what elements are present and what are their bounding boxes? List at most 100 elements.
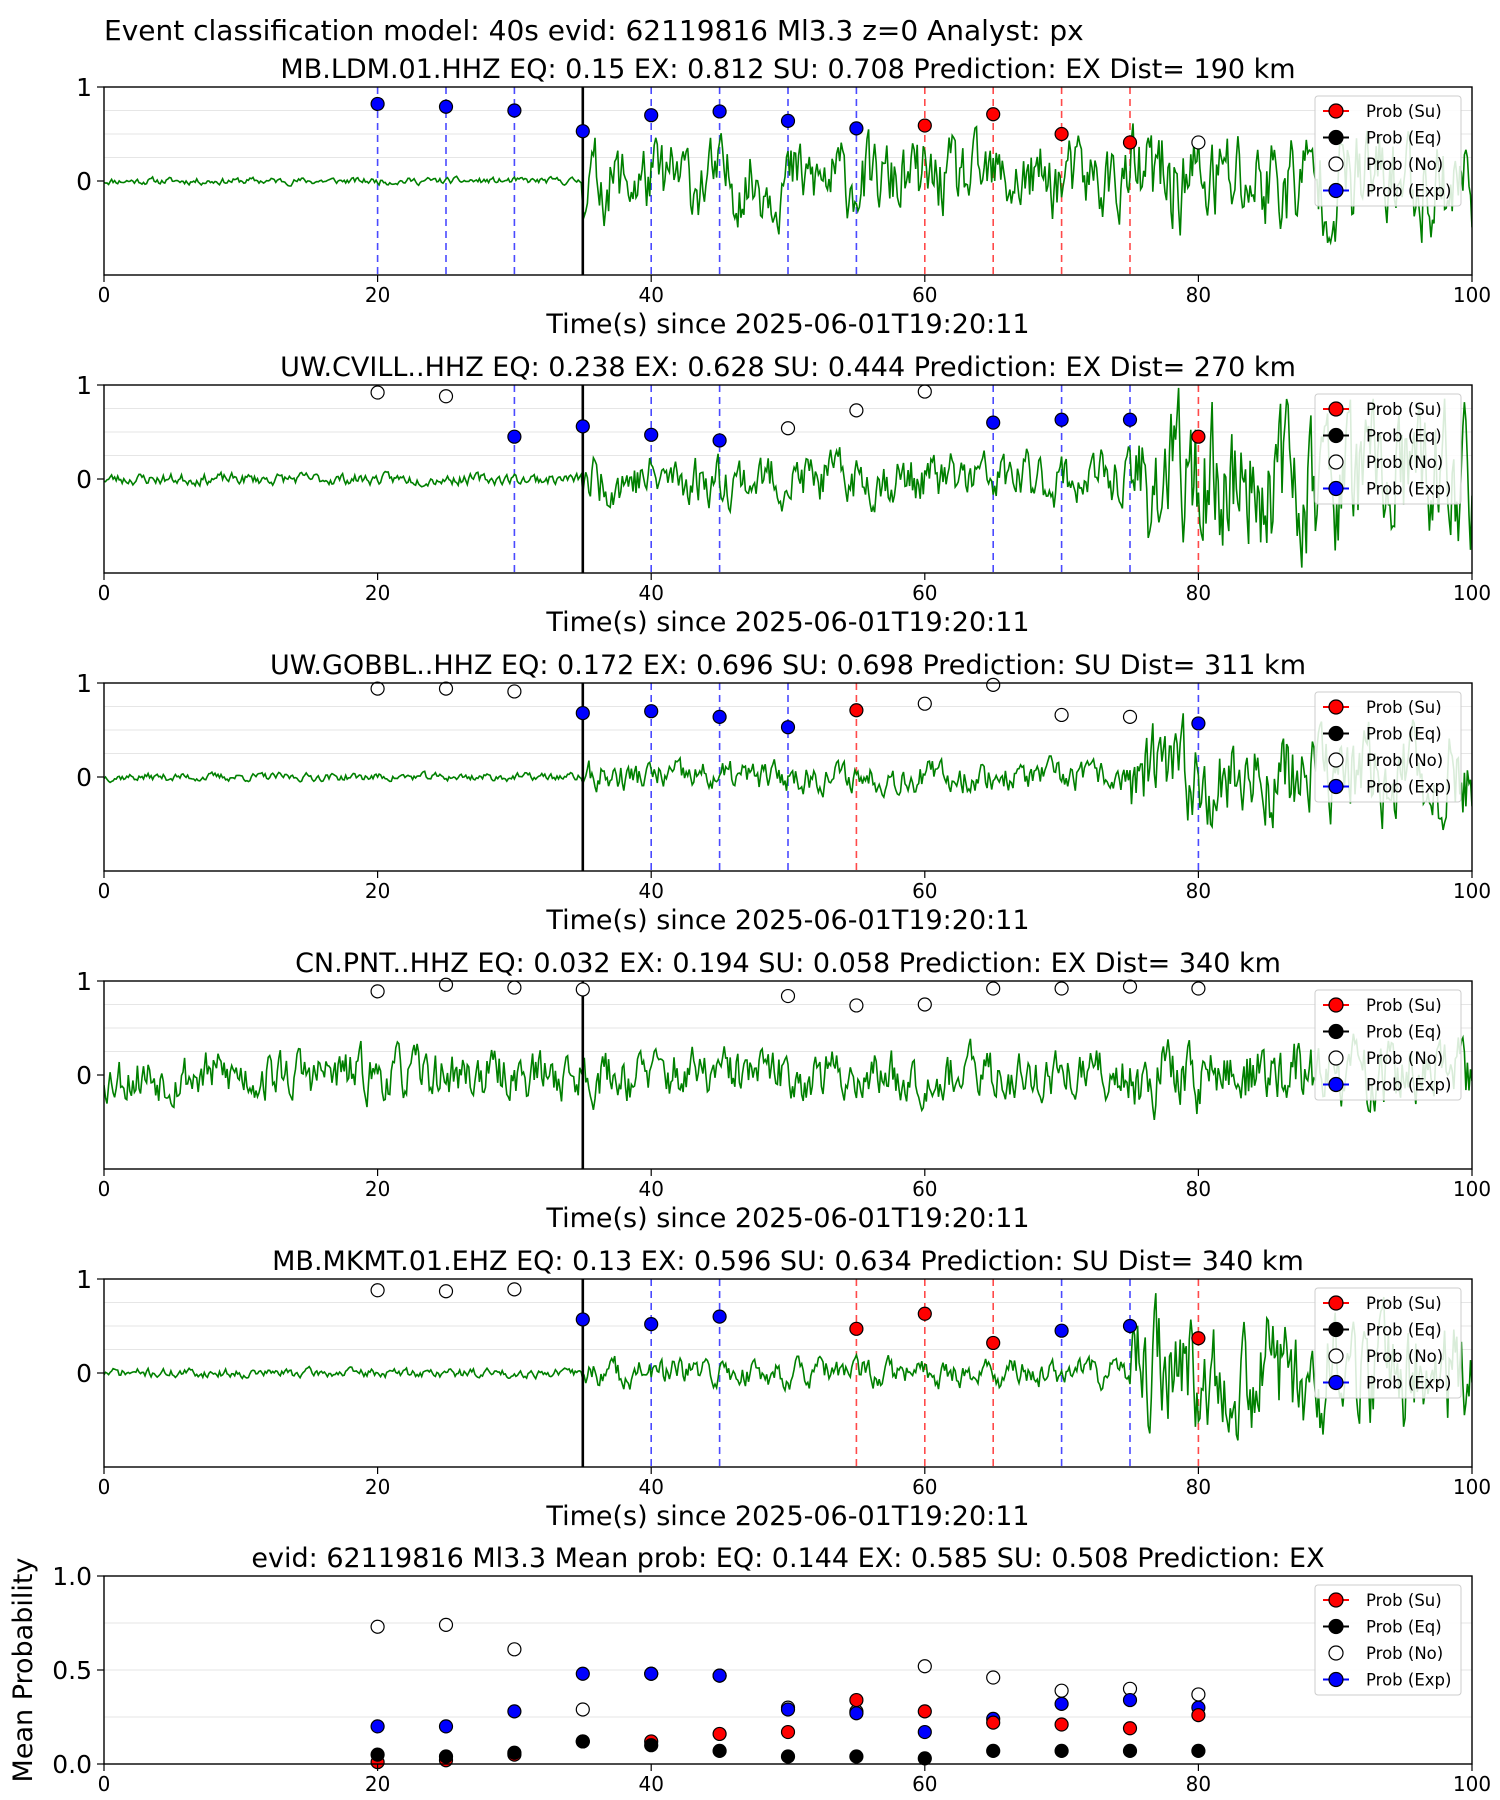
prob-point-su xyxy=(849,703,864,718)
mean-prob-point-exp xyxy=(644,1666,659,1681)
prob-point-no xyxy=(1054,707,1069,723)
prob-point-exp xyxy=(370,96,385,112)
prob-point-exp xyxy=(1054,412,1069,427)
x-tick-label: 100 xyxy=(1453,1772,1491,1796)
legend: Prob (Su) Prob (Eq) Prob (No) Prob (Exp) xyxy=(1314,691,1462,803)
panel-title: evid: 62119816 Ml3.3 Mean prob: EQ: 0.14… xyxy=(251,1543,1324,1574)
prob-point-exp xyxy=(780,113,796,128)
mean-prob-point-su xyxy=(1191,1708,1206,1723)
legend-marker-no xyxy=(1328,1050,1344,1066)
legend-label: Prob (Exp) xyxy=(1366,1076,1451,1095)
legend-marker-no xyxy=(1328,156,1344,172)
x-axis-label: Time(s) since 2025-06-01T19:20:11 xyxy=(545,309,1029,340)
prob-point-su xyxy=(1191,429,1206,444)
waveform xyxy=(104,387,1472,568)
mean-prob-point-exp xyxy=(507,1704,522,1719)
mean-prob-point-exp xyxy=(575,1666,590,1681)
prob-point-exp xyxy=(575,705,590,721)
y-tick-label: 0 xyxy=(76,1359,92,1388)
mean-prob-point-eq xyxy=(712,1743,727,1758)
mean-prob-point-exp xyxy=(1054,1696,1069,1711)
legend-marker-su xyxy=(1328,1295,1344,1311)
y-tick-label: 1.0 xyxy=(52,1562,92,1591)
x-tick-label: 40 xyxy=(638,879,663,903)
prob-point-no xyxy=(780,421,796,436)
legend-label: Prob (Exp) xyxy=(1366,182,1451,201)
prob-point-no xyxy=(507,1282,522,1297)
panels: MB.LDM.01.HHZ EQ: 0.15 EX: 0.812 SU: 0.7… xyxy=(8,54,1491,1796)
prob-point-no xyxy=(507,980,522,995)
panel-title: UW.GOBBL..HHZ EQ: 0.172 EX: 0.696 SU: 0.… xyxy=(270,650,1306,681)
x-tick-label: 80 xyxy=(1186,1475,1211,1499)
x-tick-label: 80 xyxy=(1186,879,1211,903)
x-axis-label: Time(s) since 2025-06-01T19:20:11 xyxy=(545,1203,1029,1234)
prob-point-exp xyxy=(712,104,727,119)
x-axis-label: Time(s) since 2025-06-01T19:20:11 xyxy=(545,607,1029,638)
mean-prob-point-no xyxy=(1191,1687,1206,1702)
x-tick-label: 60 xyxy=(912,1772,937,1796)
y-tick-label: 0 xyxy=(76,167,92,196)
prob-point-su xyxy=(917,118,932,133)
prob-point-su xyxy=(849,1321,864,1336)
waveform xyxy=(104,123,1472,246)
prob-point-no xyxy=(507,684,522,699)
prob-point-no xyxy=(1191,135,1206,150)
mean-prob-point-eq xyxy=(438,1749,454,1764)
mean-prob-point-no xyxy=(370,1619,385,1634)
legend-marker-no xyxy=(1328,1348,1344,1364)
x-tick-label: 60 xyxy=(912,581,937,605)
mean-prob-point-no xyxy=(1054,1683,1069,1698)
prob-point-no xyxy=(917,384,932,399)
mean-prob-point-exp xyxy=(712,1668,727,1683)
prob-point-exp xyxy=(507,103,522,118)
mean-prob-point-eq xyxy=(986,1743,1001,1758)
prob-point-su xyxy=(986,107,1001,122)
prob-point-exp xyxy=(575,419,590,434)
x-tick-label: 100 xyxy=(1453,1475,1491,1499)
legend: Prob (Su) Prob (Eq) Prob (No) Prob (Exp) xyxy=(1314,393,1462,505)
mean-prob-point-eq xyxy=(917,1751,932,1766)
x-tick-label: 0 xyxy=(98,283,111,307)
prob-point-exp xyxy=(1191,716,1206,731)
legend-label: Prob (Su) xyxy=(1366,102,1442,121)
prob-point-no xyxy=(438,977,454,992)
legend-label: Prob (Eq) xyxy=(1366,725,1442,744)
prob-point-exp xyxy=(644,427,659,442)
prob-point-no xyxy=(370,681,385,696)
legend-box xyxy=(1314,1584,1462,1696)
prob-point-exp xyxy=(644,108,659,123)
prob-point-su xyxy=(986,1335,1001,1351)
panel-2: UW.CVILL..HHZ EQ: 0.238 EX: 0.628 SU: 0.… xyxy=(76,352,1491,638)
mean-prob-point-su xyxy=(1054,1717,1069,1732)
legend-label: Prob (Eq) xyxy=(1366,1618,1442,1637)
mean-prob-point-su xyxy=(1122,1721,1138,1736)
x-tick-label: 60 xyxy=(912,283,937,307)
x-tick-label: 80 xyxy=(1186,1772,1211,1796)
legend-marker-eq xyxy=(1328,1618,1344,1635)
prob-point-exp xyxy=(644,1317,659,1332)
waveform xyxy=(104,1293,1472,1441)
legend-label: Prob (No) xyxy=(1366,155,1443,174)
prob-point-su xyxy=(1054,126,1069,142)
mean-prob-point-no xyxy=(575,1702,590,1717)
legend-marker-no xyxy=(1328,1645,1344,1661)
x-tick-label: 60 xyxy=(912,879,937,903)
mean-prob-point-no xyxy=(986,1670,1001,1685)
x-tick-label: 20 xyxy=(365,581,390,605)
panel-title: MB.LDM.01.HHZ EQ: 0.15 EX: 0.812 SU: 0.7… xyxy=(280,54,1295,85)
prob-point-no xyxy=(849,998,864,1013)
prob-point-exp xyxy=(1122,1318,1138,1334)
prob-point-su xyxy=(1122,135,1138,150)
waveform xyxy=(104,1033,1472,1120)
mean-prob-point-no xyxy=(507,1642,522,1657)
mean-prob-point-no xyxy=(438,1617,454,1632)
x-tick-label: 0 xyxy=(98,581,111,605)
prob-point-no xyxy=(1122,979,1138,994)
legend-label: Prob (Su) xyxy=(1366,1294,1442,1313)
legend-marker-exp xyxy=(1328,182,1344,199)
y-tick-label: 1 xyxy=(76,73,92,102)
mean-prob-point-su xyxy=(712,1726,727,1742)
y-tick-label: 1 xyxy=(76,371,92,400)
prob-point-exp xyxy=(986,415,1001,430)
